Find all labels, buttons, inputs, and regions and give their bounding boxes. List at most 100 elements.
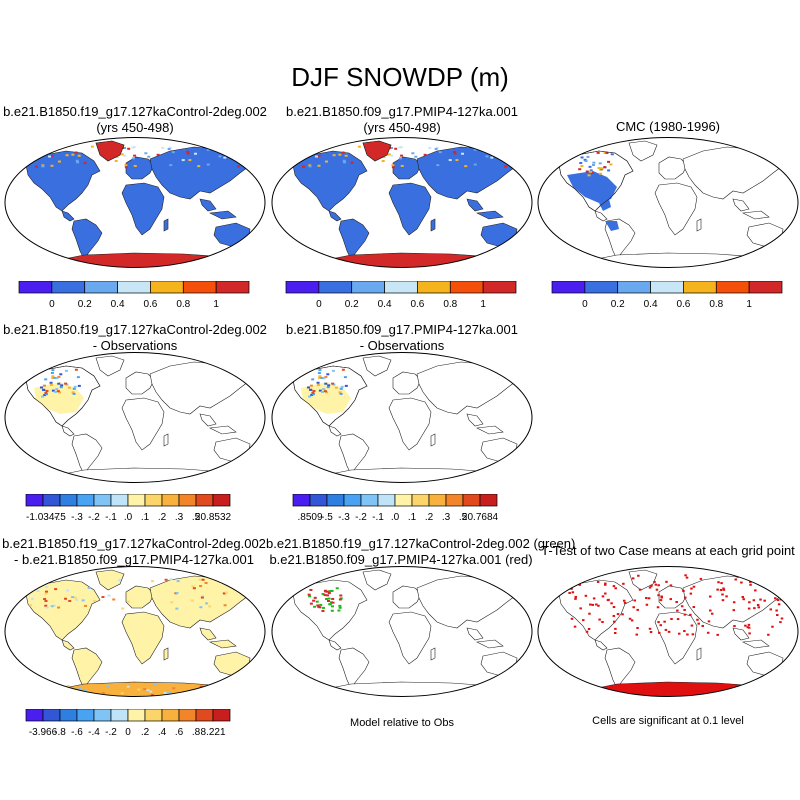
colorbar-box <box>411 494 430 507</box>
land-madagascar <box>430 218 436 232</box>
snow-cell <box>400 164 404 167</box>
land-centralAmerica <box>594 639 608 651</box>
colorbar-label: 0.8 <box>443 299 457 310</box>
colorbar-label: 0.4 <box>111 299 125 310</box>
snow-cell <box>342 159 346 162</box>
diff-cell <box>60 691 64 694</box>
diff-cell <box>126 600 130 603</box>
significance-cell <box>649 631 653 634</box>
diff-cell <box>322 388 326 391</box>
snow-cell <box>114 159 118 162</box>
significance-cell <box>329 601 333 604</box>
significance-cell <box>748 601 751 604</box>
snow-cell <box>596 151 600 154</box>
colorbar-box <box>285 281 320 294</box>
colorbar-label: -.8 <box>54 727 66 738</box>
significance-cell <box>571 591 575 594</box>
diff-cell <box>30 597 34 600</box>
diff-cell <box>43 598 47 601</box>
land-madagascar <box>430 647 436 661</box>
colorbar-box <box>462 494 481 507</box>
snow-cell <box>436 164 440 167</box>
diff-cell <box>66 589 70 592</box>
diff-cell <box>164 578 168 581</box>
diff-cell <box>325 391 329 394</box>
snow-cell <box>308 145 312 148</box>
colorbar-label: 0.2 <box>78 299 92 310</box>
snow-cell <box>461 152 465 155</box>
snow-cell <box>603 151 607 154</box>
land-africa <box>654 182 698 236</box>
diff-cell <box>201 595 205 598</box>
diff-cell <box>53 376 57 379</box>
snow-cell <box>234 152 238 155</box>
panel-5-title: b.e21.B1850.f09_g17.PMIP4-127ka.001 - Ob… <box>270 322 534 354</box>
colorbar-box <box>144 494 163 507</box>
snow-cell <box>131 146 135 149</box>
colorbar-panel-3: 0 0.2 0.4 0.6 0.8 1 <box>551 281 783 310</box>
snow-cell <box>188 159 192 162</box>
colorbar-label: 0.4 <box>644 299 658 310</box>
diff-cell <box>92 599 96 602</box>
snow-cell <box>57 160 61 163</box>
snow-cell <box>332 154 336 157</box>
colorbar-box <box>195 709 214 722</box>
significance-cell <box>601 595 605 598</box>
diff-cell <box>199 685 203 688</box>
diff-cell <box>323 390 327 393</box>
significance-cell <box>657 621 660 624</box>
colorbar-box <box>178 494 197 507</box>
snow-cell <box>50 154 54 157</box>
snow-cell <box>25 152 29 155</box>
snow-cell <box>592 161 596 164</box>
land-indonesia <box>475 425 504 435</box>
diff-cell <box>54 390 58 393</box>
panel-5-title-line2: - Observations <box>359 338 445 353</box>
significance-cell <box>775 609 778 612</box>
significance-cell <box>756 603 760 606</box>
significance-cell <box>327 592 331 595</box>
land-southAmerica <box>338 433 370 475</box>
diff-cell <box>78 687 82 690</box>
significance-cell <box>716 633 719 636</box>
map-panel-8 <box>271 566 533 697</box>
significance-cell <box>691 633 695 636</box>
significance-cell <box>612 585 616 588</box>
diff-cell <box>318 369 322 372</box>
diff-cell <box>318 375 322 378</box>
diff-cell <box>38 686 42 689</box>
significance-cell <box>631 577 635 580</box>
significance-cell <box>312 599 316 602</box>
diff-cell <box>55 388 59 391</box>
snow-cell <box>610 153 614 156</box>
map-border <box>4 352 266 483</box>
significance-cell <box>748 632 751 635</box>
significance-cell <box>601 621 604 624</box>
colorbar-box <box>683 281 717 294</box>
panel-4-title-line2: - Observations <box>92 338 178 353</box>
diff-cell <box>312 366 316 369</box>
snow-cell <box>350 161 354 164</box>
significance-cell <box>752 599 756 602</box>
significance-cell <box>579 607 582 610</box>
colorbar-box <box>212 709 231 722</box>
significance-cell <box>721 599 725 602</box>
colorbar-label: -.5 <box>54 512 66 523</box>
colorbar-label: -3.966 <box>29 727 58 738</box>
snow-cell <box>464 165 468 168</box>
significance-cell <box>746 626 750 629</box>
land-centralAmerica <box>328 639 342 651</box>
significance-cell <box>321 592 325 595</box>
snow-cell <box>90 145 94 148</box>
significance-cell <box>734 578 737 581</box>
diff-cell <box>120 692 124 695</box>
significance-cell <box>322 606 326 609</box>
diff-cell <box>44 378 48 381</box>
snow-cell <box>25 161 29 164</box>
diff-cell <box>175 607 179 610</box>
significance-cell <box>753 607 756 610</box>
diff-cell <box>192 693 196 696</box>
diff-cell <box>112 598 116 601</box>
significance-cell <box>706 631 710 634</box>
significance-cell <box>316 604 320 607</box>
